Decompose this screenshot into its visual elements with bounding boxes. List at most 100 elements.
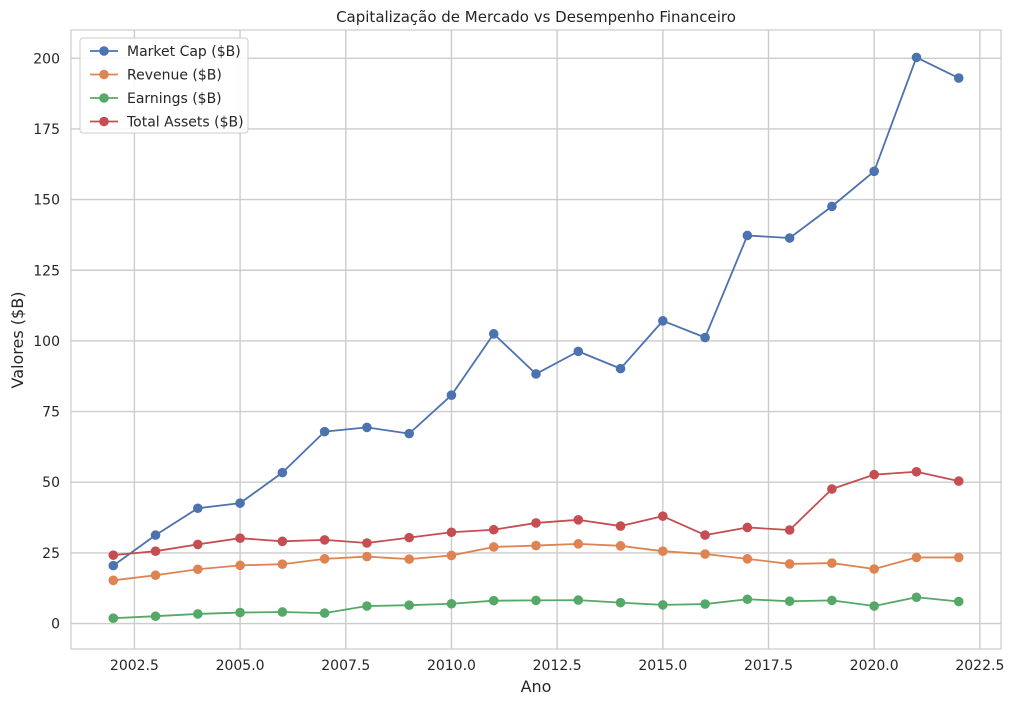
data-point xyxy=(277,467,288,478)
data-point xyxy=(108,575,119,586)
data-point xyxy=(869,601,879,611)
data-point xyxy=(742,230,753,241)
data-point xyxy=(404,428,414,439)
y-tick-label: 200 xyxy=(33,51,60,67)
data-point xyxy=(742,594,753,605)
x-tick-label: 2020.0 xyxy=(850,658,899,674)
data-point xyxy=(446,390,457,400)
x-tick-label: 2022.5 xyxy=(955,658,1004,674)
data-point xyxy=(193,503,203,514)
legend-swatch-marker xyxy=(99,116,109,127)
data-point xyxy=(658,316,668,326)
data-point xyxy=(911,52,922,63)
data-point xyxy=(615,541,626,551)
data-point xyxy=(531,540,541,551)
data-point xyxy=(827,484,837,494)
data-point xyxy=(827,558,837,568)
x-tick-label: 2017.5 xyxy=(744,658,793,674)
data-point xyxy=(108,560,119,571)
y-tick-label: 0 xyxy=(51,617,60,633)
data-point xyxy=(953,73,964,83)
data-point xyxy=(319,535,330,545)
data-point xyxy=(235,607,245,618)
data-point xyxy=(784,233,795,243)
data-point xyxy=(700,332,710,343)
data-point xyxy=(573,346,584,357)
data-point xyxy=(531,369,541,379)
data-point xyxy=(404,600,414,610)
y-tick-label: 175 xyxy=(33,122,60,138)
legend-box xyxy=(79,37,249,134)
data-point xyxy=(277,607,288,617)
data-point xyxy=(488,524,499,535)
legend-swatch-marker xyxy=(99,46,109,56)
data-point xyxy=(446,598,457,609)
y-tick-label: 150 xyxy=(33,193,60,209)
legend-label: Market Cap ($B) xyxy=(127,44,241,60)
grid-lines xyxy=(71,30,1001,649)
tick-labels: 2002.5 2005.0 2007.5 2010.0 2012.5 2015.0 2017… xyxy=(33,51,1004,674)
data-point xyxy=(869,564,879,574)
data-point xyxy=(150,546,161,557)
legend-label: Revenue ($B) xyxy=(127,68,222,84)
y-tick-label: 100 xyxy=(33,334,60,350)
chart-title: Capitalização de Mercado vs Desempenho F… xyxy=(336,8,736,26)
series-1 xyxy=(108,539,964,586)
x-tick-label: 2002.5 xyxy=(110,658,159,674)
data-point xyxy=(784,559,795,569)
x-tick-label: 2007.5 xyxy=(321,658,370,674)
legend: Market Cap ($B) Revenue ($B) Earnings ($B)… xyxy=(79,37,249,134)
legend-label: Earnings ($B) xyxy=(127,91,222,107)
x-tick-label: 2010.0 xyxy=(427,658,476,674)
data-point xyxy=(108,613,119,623)
data-point xyxy=(193,564,203,575)
data-point xyxy=(742,522,753,533)
data-point xyxy=(911,552,922,563)
data-point xyxy=(700,549,710,559)
data-point xyxy=(319,554,330,564)
data-point xyxy=(615,521,626,531)
data-point xyxy=(235,498,245,508)
series-0 xyxy=(108,52,964,571)
data-point xyxy=(573,539,584,549)
data-point xyxy=(742,554,753,564)
series-3 xyxy=(108,466,964,560)
data-point xyxy=(573,515,584,525)
data-point xyxy=(277,559,288,570)
data-point xyxy=(827,595,837,606)
data-point xyxy=(150,570,161,581)
x-axis-title: Ano xyxy=(521,677,552,696)
data-point xyxy=(404,532,414,543)
data-point xyxy=(235,533,245,544)
x-tick-label: 2005.0 xyxy=(216,658,265,674)
data-point xyxy=(446,527,457,538)
data-point xyxy=(658,511,668,521)
data-point xyxy=(911,466,922,477)
data-point xyxy=(277,536,288,547)
y-axis-title: Valores ($B) xyxy=(8,292,27,389)
data-point xyxy=(362,538,372,548)
data-point xyxy=(488,595,499,606)
data-point xyxy=(869,166,879,177)
data-point xyxy=(319,426,330,437)
data-point xyxy=(531,595,541,606)
legend-swatch-marker xyxy=(99,69,109,80)
plot-frame xyxy=(70,29,1002,650)
data-point xyxy=(784,596,795,607)
legend-label: Total Assets ($B) xyxy=(126,115,244,131)
data-point xyxy=(193,609,203,619)
y-tick-label: 125 xyxy=(33,263,60,279)
data-point xyxy=(784,525,795,535)
data-point xyxy=(658,600,668,610)
data-point xyxy=(488,542,499,552)
data-point xyxy=(362,551,372,562)
data-point xyxy=(953,476,964,486)
data-point xyxy=(488,329,499,339)
data-point xyxy=(362,422,372,433)
data-point xyxy=(700,599,710,609)
data-point xyxy=(869,469,879,480)
data-point xyxy=(150,611,161,622)
data-point xyxy=(953,552,964,563)
